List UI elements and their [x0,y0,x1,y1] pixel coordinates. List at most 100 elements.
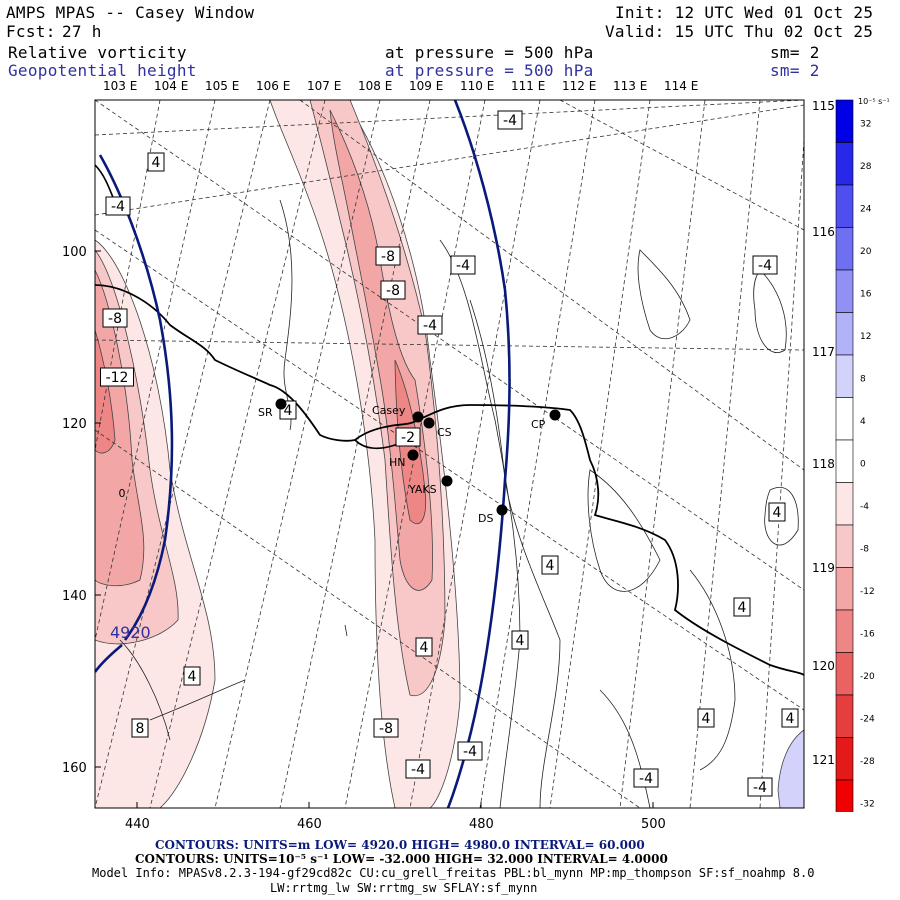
contour-label: -4 [753,780,767,796]
station-marker [275,398,287,410]
height-contour-label: 4920 [110,623,151,642]
colorbar-swatch [835,142,854,186]
colorbar-label: -4 [860,502,869,512]
contour-label-box [511,630,529,650]
contour-label-box [102,308,128,328]
contour-label: 4 [702,711,711,727]
contour-label: 0 [119,487,126,500]
contour-label: -4 [411,762,425,778]
contour-label-box [183,666,201,686]
coastline [95,284,804,676]
x-tick-label: 440 [125,817,150,832]
field1-level: at pressure = 500 hPa [385,43,594,62]
y-tick-label: 120 [62,417,87,432]
lon-label-top: 112 E [562,79,596,93]
contour-label: -8 [108,311,122,327]
footer-physics: LW:rrtmg_lw SW:rrtmg_sw SFLAY:sf_mynn [270,881,538,895]
lon-label-top: 105 E [205,79,239,93]
footer-height-contours: CONTOURS: UNITS=m LOW= 4920.0 HIGH= 4980… [155,838,645,852]
contour-label-box [781,708,799,728]
colorbar-swatch [835,397,854,441]
colorbar-label: 20 [860,247,872,257]
contour-label: 4 [152,155,161,171]
footer-model-info: Model Info: MPASv8.2.3-194-gf29cd82c CU:… [92,866,815,880]
colorbar-label: -8 [860,545,869,555]
colorbar-label: 32 [860,120,871,130]
colorbar-swatch [835,694,854,738]
station-label: DS [478,512,493,525]
contour-label: 4 [188,669,197,685]
lon-label-top: 113 E [613,79,647,93]
station-marker [441,475,453,487]
contour-label: 8 [136,721,145,737]
footer-vorticity-contours: CONTOURS: UNITS=10⁻⁵ s⁻¹ LOW= -32.000 HI… [135,852,668,866]
y-tick-label: 100 [62,245,87,260]
forecast-label: Fcst: [6,22,56,41]
colorbar-unit: 10⁻⁵ s⁻¹ [858,97,890,106]
contour-label: -4 [639,771,653,787]
station-label: SR [258,406,273,419]
contour-label: -4 [456,258,470,274]
colorbar-swatch [835,439,854,483]
contour-label-box [497,110,523,130]
station-label: Casey [372,404,406,417]
valid-time: Valid: 15 UTC Thu 02 Oct 25 [605,22,874,41]
lon-label-top: 107 E [307,79,341,93]
contour-label: -8 [381,249,395,265]
colorbar-swatches: 32 28 24 20 16 12 8 4 0 -4 -8 -12 -16 -20 -24 -28 -32 [835,99,875,812]
lon-label-top: 111 E [511,79,545,93]
contour-label-box [768,502,786,522]
colorbar-swatch [835,737,854,781]
contour-label: -8 [379,721,393,737]
contour-label: 4 [516,633,525,649]
colorbar-label: 16 [860,290,872,300]
colorbar-swatch [835,312,854,356]
contour-label-box [105,196,131,216]
colorbar-label: -12 [860,587,875,597]
contour-label: -2 [401,430,415,446]
field1-smoothing: sm= 2 [770,43,820,62]
colorbar-label: -32 [860,800,875,810]
contour-label-box [747,777,773,797]
colorbar-label: 4 [860,417,866,427]
contour-label-box [395,427,421,447]
contour-label-box [633,768,659,788]
station-label: CP [531,418,546,431]
contour-label-box [131,718,149,738]
contour-label-box [373,718,399,738]
vorticity-labels: 4 -4 -8 -12 4 -8 -8 -4 -4 -4 -2 -4 4 4 4 4 4 -4 -4 -4 -8 -4 4 4… [100,110,799,797]
model-title: AMPS MPAS -- Casey Window [6,3,255,22]
contour-label: -4 [758,258,772,274]
lon-label-top: 104 E [154,79,188,93]
colorbar-swatch [835,567,854,611]
colorbar-swatch [835,609,854,653]
colorbar-swatch [835,184,854,228]
colorbar-label: 12 [860,332,871,342]
station-marker [407,449,419,461]
contour-label-box [733,597,751,617]
contour-label-box [405,759,431,779]
map-fields [95,100,804,808]
colorbar-swatch [835,652,854,696]
contour-label-box [752,255,778,275]
field2-name: Geopotential height [8,61,197,80]
colorbar-label: 8 [860,375,866,385]
contour-label-box [417,315,443,335]
station-marker [423,417,435,429]
colorbar-swatch [835,99,854,143]
contour-label-box [541,555,559,575]
contour-label: 4 [546,558,555,574]
colorbar-label: 24 [860,205,872,215]
init-time: Init: 12 UTC Wed 01 Oct 25 [615,3,874,22]
station-marker [412,411,424,423]
contour-label: 4 [420,640,429,656]
lon-label-top: 110 E [460,79,494,93]
contour-label-box [100,367,134,387]
colorbar-label: -20 [860,672,875,682]
colorbar-label: 0 [860,460,866,470]
lon-label-top: 109 E [409,79,443,93]
station-marker [496,504,508,516]
station-marker [549,409,561,421]
stations: SR Casey CS HN YAKS DS CP [258,398,561,525]
